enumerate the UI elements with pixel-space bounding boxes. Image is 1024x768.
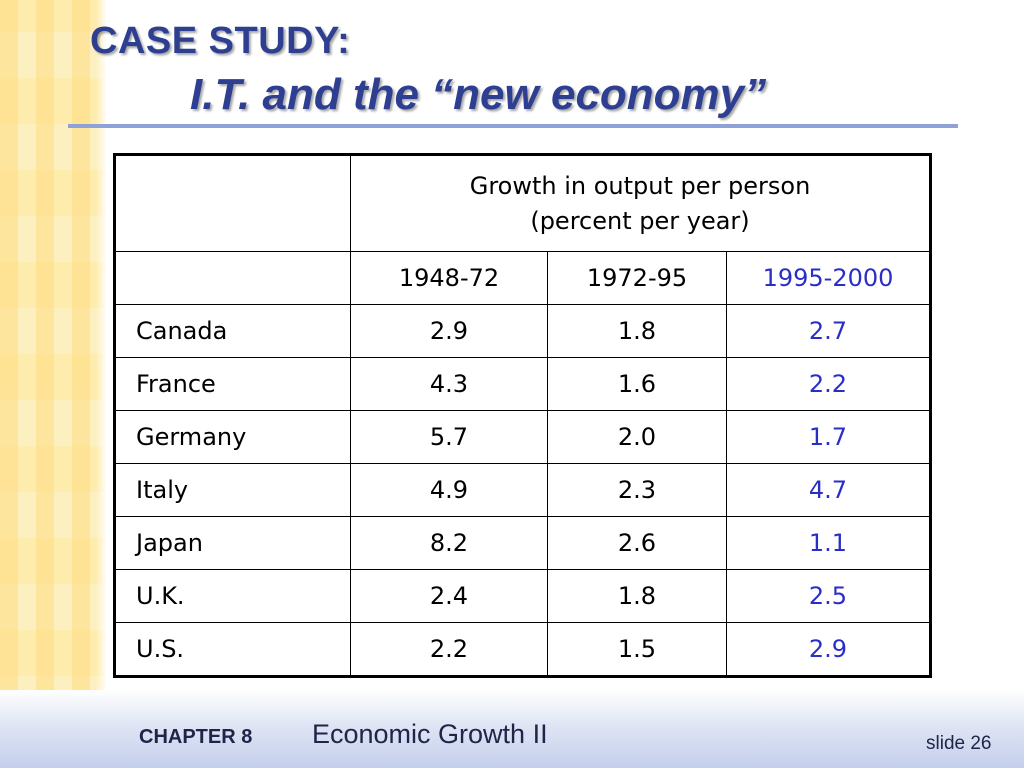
table-row: U.S. 2.2 1.5 2.9 xyxy=(114,622,931,677)
header-title: Growth in output per person xyxy=(469,171,811,200)
value-cell: 2.4 xyxy=(350,569,548,623)
value-cell: 1.6 xyxy=(547,357,727,411)
header-subtitle: (percent per year) xyxy=(530,206,750,235)
value-cell-highlight: 2.9 xyxy=(726,622,931,677)
slide-number: slide 26 xyxy=(926,733,992,754)
table-row: France 4.3 1.6 2.2 xyxy=(114,357,931,411)
value-cell-highlight: 1.7 xyxy=(726,410,931,464)
value-cell: 8.2 xyxy=(350,516,548,570)
footer-bar xyxy=(0,690,1024,768)
value-cell: 2.6 xyxy=(547,516,727,570)
chapter-label: CHAPTER 8 xyxy=(139,726,253,748)
value-cell-highlight: 4.7 xyxy=(726,463,931,517)
table-row: Italy 4.9 2.3 4.7 xyxy=(114,463,931,517)
header-empty-cell xyxy=(114,154,351,252)
country-cell: U.K. xyxy=(114,569,351,623)
value-cell-highlight: 1.1 xyxy=(726,516,931,570)
value-cell: 2.2 xyxy=(350,622,548,677)
country-cell: U.S. xyxy=(114,622,351,677)
chapter-topic: Economic Growth II xyxy=(312,719,548,749)
decorative-left-strip xyxy=(0,0,106,768)
header-growth-cell: Growth in output per person (percent per… xyxy=(350,154,931,252)
growth-table: Growth in output per person (percent per… xyxy=(113,153,932,678)
period-1948-72: 1948-72 xyxy=(350,251,548,305)
value-cell: 1.8 xyxy=(547,569,727,623)
value-cell: 2.9 xyxy=(350,304,548,358)
value-cell: 5.7 xyxy=(350,410,548,464)
value-cell-highlight: 2.2 xyxy=(726,357,931,411)
value-cell: 1.5 xyxy=(547,622,727,677)
value-cell: 1.8 xyxy=(547,304,727,358)
slide-title-case-study: CASE STUDY: xyxy=(90,20,351,62)
country-cell: Germany xyxy=(114,410,351,464)
period-1995-2000: 1995-2000 xyxy=(726,251,931,305)
period-row: 1948-72 1972-95 1995-2000 xyxy=(114,251,931,305)
country-cell: Japan xyxy=(114,516,351,570)
slide-title-main: I.T. and the “new economy” xyxy=(190,70,767,119)
value-cell-highlight: 2.7 xyxy=(726,304,931,358)
table-header-row: Growth in output per person (percent per… xyxy=(114,154,931,252)
period-1972-95: 1972-95 xyxy=(547,251,727,305)
period-empty-cell xyxy=(114,251,351,305)
table-row: U.K. 2.4 1.8 2.5 xyxy=(114,569,931,623)
table-row: Germany 5.7 2.0 1.7 xyxy=(114,410,931,464)
value-cell: 2.0 xyxy=(547,410,727,464)
value-cell: 4.9 xyxy=(350,463,548,517)
value-cell: 2.3 xyxy=(547,463,727,517)
title-divider xyxy=(68,124,958,128)
country-cell: Canada xyxy=(114,304,351,358)
country-cell: France xyxy=(114,357,351,411)
table-row: Canada 2.9 1.8 2.7 xyxy=(114,304,931,358)
table-row: Japan 8.2 2.6 1.1 xyxy=(114,516,931,570)
value-cell: 4.3 xyxy=(350,357,548,411)
value-cell-highlight: 2.5 xyxy=(726,569,931,623)
country-cell: Italy xyxy=(114,463,351,517)
